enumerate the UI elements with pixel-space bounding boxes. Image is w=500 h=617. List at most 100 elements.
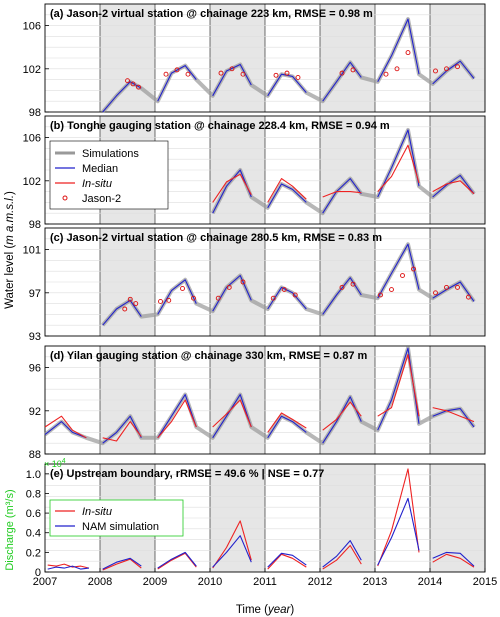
jason-2-point <box>122 306 128 312</box>
nam-simulation-line <box>47 565 90 570</box>
nam-simulation-line <box>102 557 142 570</box>
in-situ-line <box>47 563 90 569</box>
y-tick-label: 92 <box>29 406 41 418</box>
y-tick-label: 1.0 <box>26 469 41 481</box>
median-line <box>432 281 475 302</box>
in-situ-line <box>157 552 197 570</box>
in-situ-line <box>322 401 362 431</box>
legend-label: In-situ <box>82 506 112 518</box>
jason-2-point <box>433 290 438 296</box>
jason-2-point <box>284 70 290 76</box>
x-tick-label: 2008 <box>88 576 112 588</box>
median-line <box>157 394 197 439</box>
y-tick-label: 102 <box>23 64 41 76</box>
median-line <box>267 415 307 439</box>
legend-label: In-situ <box>82 178 112 190</box>
panel-title: (d) Yilan gauging station @ chainage 330… <box>50 350 368 362</box>
median-line <box>377 129 420 198</box>
in-situ-line <box>102 421 142 442</box>
in-situ-line <box>432 553 475 568</box>
jason-2-point <box>455 64 460 70</box>
median-line <box>377 18 420 83</box>
in-situ-line <box>432 180 475 195</box>
y-tick-label: 0.4 <box>26 528 41 540</box>
jason-2-point <box>444 284 449 290</box>
jason-2-point <box>125 78 130 84</box>
jason-2-point <box>215 295 221 301</box>
median-line <box>267 183 307 209</box>
y-tick-label: 97 <box>29 288 41 300</box>
jason-2-point <box>240 71 246 77</box>
jason-2-point <box>158 298 163 304</box>
jason-2-point <box>166 297 172 303</box>
jason-2-point <box>383 71 389 77</box>
jason-2-point <box>400 273 405 278</box>
discharge-multiplier: × 104 <box>44 458 66 469</box>
jason-2-point <box>226 284 232 290</box>
panel-title: (e) Upstream boundary, rRMSE = 49.6 % | … <box>50 468 324 480</box>
in-situ-line <box>267 178 307 203</box>
discharge-axis-label: Discharge (m³/s) <box>4 489 16 570</box>
in-situ-line <box>212 399 252 428</box>
legend-swatch <box>62 195 68 201</box>
jason-2-point <box>240 279 246 285</box>
median-line <box>157 279 197 315</box>
in-situ-line <box>102 558 142 571</box>
jason-2-point <box>444 66 449 72</box>
in-situ-line <box>212 173 252 203</box>
jason-2-point <box>273 72 279 78</box>
jason-2-point <box>180 286 185 291</box>
jason-2-point <box>218 70 224 76</box>
panel-title: (b) Tonghe gauging station @ chainage 22… <box>50 120 390 132</box>
jason-2-point <box>185 71 191 77</box>
jason-2-point <box>405 50 411 56</box>
legend-label: Jason-2 <box>82 193 121 205</box>
jason-2-point <box>136 84 141 90</box>
panel-b: 98 102 106 (b) Tonghe gauging station @ cha… <box>23 115 486 231</box>
median-line <box>44 421 87 439</box>
panel-frame <box>44 3 486 113</box>
panel-d: 88 92 96 (d) Yilan gauging station @ chaina… <box>29 345 486 461</box>
y-tick-label: 101 <box>23 245 41 257</box>
y-tick-label: 0.6 <box>26 508 41 520</box>
x-tick-label: 2010 <box>198 576 222 588</box>
median-line <box>267 286 307 310</box>
x-tick-label: 2013 <box>363 576 387 588</box>
in-situ-line <box>377 468 420 567</box>
nam-simulation-line <box>212 535 252 568</box>
jason-2-point <box>339 70 345 76</box>
in-situ-line <box>44 415 87 439</box>
median-line <box>322 178 362 214</box>
in-situ-line <box>322 544 362 570</box>
jason-2-point <box>466 294 471 300</box>
panel-title: (a) Jason-2 virtual station @ chainage 2… <box>50 8 373 20</box>
nam-simulation-line <box>377 497 420 566</box>
in-situ-line <box>322 191 362 198</box>
median-line <box>432 408 475 428</box>
in-situ-line <box>432 407 475 423</box>
panels-group: 98 102 106 (a) Jason-2 virtual station @ ch… <box>23 3 497 588</box>
legend-label: Simulations <box>82 148 139 160</box>
x-tick-label: 2007 <box>33 576 57 588</box>
jason-2-point <box>378 292 383 298</box>
panel-e: 0 0.2 0.4 0.6 0.8 1.0 (e) Upstream boundary, r… <box>26 463 497 588</box>
in-situ-line <box>267 553 307 570</box>
y-tick-label: 96 <box>29 363 41 375</box>
legend-box <box>49 499 184 537</box>
jason-2-point <box>133 301 139 307</box>
jason-2-point <box>350 67 356 73</box>
panel-frame <box>44 115 486 225</box>
median-line <box>102 81 142 113</box>
legend-label: NAM simulation <box>82 521 159 533</box>
jason-2-point <box>389 287 394 293</box>
in-situ-line <box>377 354 420 417</box>
y-tick-label: 0.2 <box>26 547 41 559</box>
jason-2-point <box>350 281 356 287</box>
jason-2-point <box>394 66 400 72</box>
panel-a: 98 102 106 (a) Jason-2 virtual station @ ch… <box>23 3 486 119</box>
median-line <box>102 415 142 444</box>
x-tick-label: 2011 <box>253 576 277 588</box>
in-situ-line <box>212 520 252 569</box>
in-situ-line <box>157 399 197 439</box>
